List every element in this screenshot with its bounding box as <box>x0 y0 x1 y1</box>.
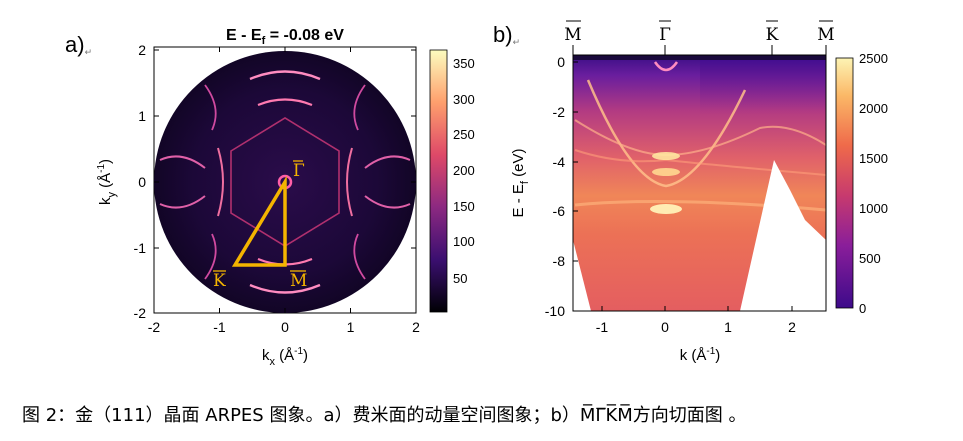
panel-b-top-labels: M Γ K M <box>564 25 834 45</box>
y-tick: 0 <box>138 174 146 190</box>
y-tick: 0 <box>557 54 565 70</box>
top-label-gamma: Γ <box>659 25 671 45</box>
panel-a-ticks <box>153 47 417 314</box>
y-tick: -1 <box>134 240 147 256</box>
arc-l2 <box>159 195 206 209</box>
label-gamma: Γ <box>293 161 305 181</box>
panel-a-ylabel: ky (Å-1) <box>96 159 118 205</box>
x-tick: 2 <box>788 319 796 335</box>
arc-ul <box>204 84 217 131</box>
arc-r1 <box>364 155 411 169</box>
y-tick: -8 <box>553 253 566 269</box>
panel-b-xtick-labels: -1 0 1 2 <box>596 319 796 335</box>
band-spot-2 <box>652 168 680 176</box>
panel-b-label: b)↵ <box>493 22 521 47</box>
cbar-tick: 500 <box>859 251 881 266</box>
band-top <box>257 98 313 107</box>
panel-b-ticks <box>572 45 827 312</box>
panel-a-colorbar <box>429 49 448 313</box>
cbar-tick: 200 <box>453 163 475 178</box>
x-tick: 0 <box>281 319 289 335</box>
arc-ll <box>204 233 217 280</box>
band-right <box>346 147 353 217</box>
label-k: K <box>213 271 226 291</box>
band-middle <box>574 149 826 176</box>
cbar-tick: 2500 <box>859 51 888 66</box>
panel-a: Γ K M -2 -1 0 1 2 2 <box>96 27 475 368</box>
cbar-tick: 1500 <box>859 151 888 166</box>
excluded-left <box>573 240 591 311</box>
fermi-surface-map <box>154 51 416 313</box>
cbar-tick: 1000 <box>859 201 888 216</box>
cbar-tick: 150 <box>453 199 475 214</box>
cbar-tick: 2000 <box>859 101 888 116</box>
panel-b-colorbar-labels: 2500 2000 1500 1000 500 0 <box>859 51 888 316</box>
y-tick: -2 <box>134 305 147 321</box>
x-tick: 2 <box>412 319 420 335</box>
panel-a-title: E - Ef = -0.08 eV <box>226 27 344 47</box>
panel-a-colorbar-labels: 350 300 250 200 150 100 50 <box>453 56 475 286</box>
panel-a-ytick-labels: 2 1 0 -1 -2 <box>134 42 147 321</box>
panel-a-xtick-labels: -2 -1 0 1 2 <box>148 319 420 335</box>
cbar-tick: 100 <box>453 234 475 249</box>
figure-caption: 图 2：金（111）晶面 ARPES 图象。a）费米面的动量空间图象；b）M̅Γ… <box>22 405 747 426</box>
x-tick: -1 <box>596 319 609 335</box>
y-tick: -10 <box>545 303 565 319</box>
x-tick: -1 <box>213 319 226 335</box>
y-tick: 1 <box>138 108 146 124</box>
x-tick: -2 <box>148 319 161 335</box>
cbar-tick: 250 <box>453 127 475 142</box>
cbar-tick: 300 <box>453 92 475 107</box>
cbar-tick: 0 <box>859 301 866 316</box>
arc-lr <box>353 233 366 280</box>
arc-top <box>249 70 321 81</box>
y-tick: -6 <box>553 203 566 219</box>
arc-ur <box>353 84 366 131</box>
panel-b-ylabel: E - Ef (eV) <box>510 149 531 218</box>
top-label-k: K <box>766 25 779 45</box>
panel-a-label: a)↵ <box>65 32 93 57</box>
band-spot-3 <box>650 204 682 214</box>
x-tick: 1 <box>347 319 355 335</box>
hex-contour <box>230 117 340 247</box>
x-tick: 1 <box>724 319 732 335</box>
panel-b: -1 0 1 2 0 -2 -4 -6 -8 -10 M Γ K M k (Å-… <box>510 20 888 364</box>
y-tick: -2 <box>553 104 566 120</box>
band-left <box>217 147 224 217</box>
panel-b-frame <box>572 54 827 312</box>
panel-b-colorbar <box>835 57 854 309</box>
panel-b-xlabel: k (Å-1) <box>680 346 721 364</box>
top-label-m-right: M <box>817 25 834 45</box>
arc-r2 <box>364 195 411 209</box>
top-label-m-left: M <box>564 25 581 45</box>
band-map <box>573 55 826 311</box>
cbar-tick: 350 <box>453 56 475 71</box>
band-dark-region <box>700 55 826 115</box>
excluded-right <box>740 160 826 311</box>
band-parabola <box>586 79 747 188</box>
arc-bottom <box>249 283 321 294</box>
irreducible-wedge <box>231 175 287 267</box>
x-tick: 0 <box>661 319 669 335</box>
band-upper <box>574 119 826 157</box>
y-tick: 2 <box>138 42 146 58</box>
panel-a-xlabel: kx (Å-1) <box>262 346 308 368</box>
cbar-tick: 50 <box>453 271 467 286</box>
arc-l1 <box>159 155 206 169</box>
panel-b-ytick-labels: 0 -2 -4 -6 -8 -10 <box>545 54 565 319</box>
y-tick: -4 <box>553 154 566 170</box>
surface-state <box>653 61 679 72</box>
band-spot-1 <box>652 152 680 160</box>
label-m: M <box>290 271 307 291</box>
fermi-edge <box>573 55 826 60</box>
